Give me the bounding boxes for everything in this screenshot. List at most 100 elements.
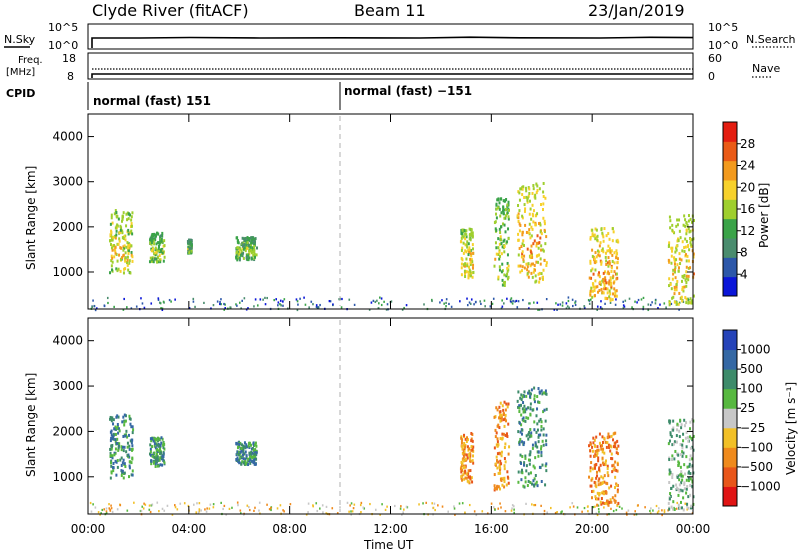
echo-speckle — [380, 303, 383, 307]
echo-cell — [673, 231, 676, 235]
echo-speckle — [378, 302, 380, 305]
echo-cell — [155, 242, 158, 246]
echo-speckle — [640, 298, 643, 301]
echo-cell — [120, 456, 123, 460]
echo-cell — [130, 218, 133, 222]
echo-cell — [678, 483, 681, 487]
echo-cell — [671, 443, 674, 447]
echo-speckle — [325, 512, 328, 515]
echo-speckle — [556, 511, 558, 514]
echo-cell — [253, 458, 256, 462]
echo-cell — [238, 443, 241, 447]
echo-cell — [687, 278, 690, 282]
echo-cell — [158, 254, 161, 258]
echo-cell — [242, 448, 245, 452]
echo-cell — [503, 223, 506, 227]
echo-cell — [129, 213, 132, 217]
echo-speckle — [686, 508, 689, 511]
echo-speckle — [166, 504, 169, 507]
echo-cell — [466, 438, 469, 442]
echo-cell — [507, 215, 510, 219]
echo-cell — [535, 241, 538, 245]
echo-cell — [461, 447, 464, 451]
echo-cell — [497, 198, 500, 202]
echo-cell — [507, 402, 510, 406]
echo-cell — [188, 251, 191, 255]
echo-cell — [244, 236, 247, 240]
echo-cell — [249, 457, 252, 461]
echo-cell — [682, 276, 685, 280]
echo-cell — [535, 182, 538, 186]
echo-cell — [591, 295, 594, 299]
echo-cell — [523, 461, 526, 465]
echo-cell — [465, 235, 468, 239]
echo-speckle — [350, 513, 353, 516]
echo-cell — [130, 461, 133, 465]
echo-cell — [149, 238, 152, 242]
echo-cell — [685, 232, 688, 236]
echo-cell — [520, 245, 523, 249]
echo-cell — [679, 236, 682, 240]
echo-speckle — [209, 503, 212, 506]
echo-speckle — [481, 510, 484, 513]
echo-speckle — [97, 511, 100, 514]
echo-cell — [128, 466, 131, 470]
echo-speckle — [224, 303, 226, 306]
echo-cell — [163, 244, 166, 248]
echo-cell — [531, 203, 534, 207]
echo-cell — [599, 241, 602, 245]
echo-cell — [536, 212, 539, 216]
echo-speckle — [394, 504, 396, 508]
echo-cell — [110, 447, 113, 451]
echo-cell — [131, 473, 134, 477]
echo-speckle — [386, 303, 389, 306]
echo-cell — [497, 253, 500, 257]
echo-cell — [676, 218, 679, 222]
echo-cell — [534, 193, 537, 197]
echo-cell — [112, 469, 115, 473]
echo-cell — [530, 217, 533, 221]
echo-cell — [524, 456, 527, 460]
echo-cell — [691, 505, 694, 509]
echo-speckle — [279, 299, 282, 302]
echo-cell — [603, 501, 606, 505]
echo-cell — [530, 388, 533, 392]
noise-search-label: N.Search — [746, 33, 796, 46]
echo-cell — [681, 450, 684, 454]
echo-cell — [528, 462, 531, 466]
echo-cell — [689, 427, 692, 431]
echo-cell — [519, 223, 522, 227]
echo-cell — [503, 238, 506, 242]
echo-speckle — [453, 505, 455, 508]
echo-cell — [114, 245, 117, 249]
echo-cell — [155, 257, 158, 261]
echo-cell — [533, 263, 536, 267]
echo-cell — [616, 238, 619, 242]
echo-cell — [152, 260, 155, 264]
echo-cell — [521, 230, 524, 234]
echo-cell — [243, 247, 246, 251]
echo-cell — [598, 493, 601, 497]
echo-cell — [615, 254, 618, 258]
echo-cell — [609, 297, 612, 301]
echo-cell — [109, 239, 112, 243]
echo-cell — [188, 246, 191, 250]
echo-cell — [113, 453, 116, 457]
echo-cell — [149, 447, 152, 451]
freq-unit-label: [MHz] — [6, 67, 35, 78]
echo-cell — [683, 285, 686, 289]
echo-cell — [459, 240, 462, 244]
echo-speckle — [374, 508, 377, 511]
echo-cell — [602, 277, 605, 281]
echo-speckle — [297, 303, 299, 306]
echo-speckle — [594, 505, 596, 508]
echo-speckle — [587, 510, 589, 513]
echo-cell — [616, 463, 619, 467]
echo-cell — [607, 503, 610, 507]
echo-cell — [153, 455, 156, 459]
echo-cell — [596, 249, 599, 253]
echo-cell — [503, 457, 506, 461]
echo-cell — [670, 505, 673, 509]
echo-cell — [499, 414, 502, 418]
echo-cell — [592, 272, 595, 276]
